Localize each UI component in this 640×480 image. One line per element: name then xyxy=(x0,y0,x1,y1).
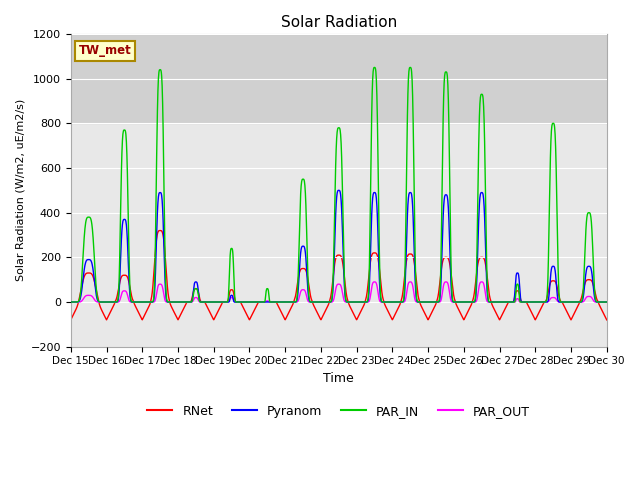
Legend: RNet, Pyranom, PAR_IN, PAR_OUT: RNet, Pyranom, PAR_IN, PAR_OUT xyxy=(143,400,535,423)
Y-axis label: Solar Radiation (W/m2, uE/m2/s): Solar Radiation (W/m2, uE/m2/s) xyxy=(15,99,25,281)
X-axis label: Time: Time xyxy=(323,372,354,385)
Bar xyxy=(71,34,607,123)
Text: TW_met: TW_met xyxy=(79,44,132,57)
Title: Solar Radiation: Solar Radiation xyxy=(280,15,397,30)
